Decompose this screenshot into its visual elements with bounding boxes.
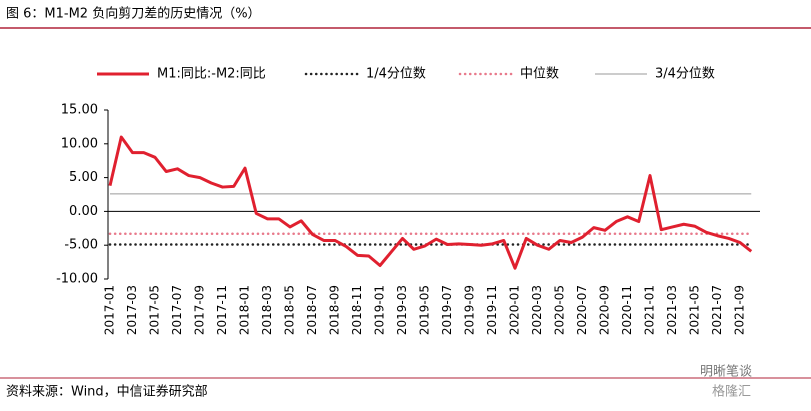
- x-tick-label: 2021-05: [688, 285, 702, 335]
- series-line: [108, 135, 753, 270]
- watermark: 格隆汇: [712, 384, 751, 400]
- x-tick-label: 2020-11: [620, 285, 634, 335]
- x-tick-label: 2019-09: [463, 285, 477, 335]
- legend-label: M1:同比:-M2:同比: [157, 67, 266, 82]
- x-tick-label: 2019-05: [418, 285, 432, 335]
- y-tick-label: -10.00: [56, 272, 98, 287]
- x-tick-label: 2021-09: [733, 285, 747, 335]
- x-tick-label: 2020-07: [575, 285, 589, 335]
- watermark: 明晰笔谈: [700, 364, 752, 380]
- legend-label: 3/4分位数: [655, 67, 715, 82]
- x-tick-label: 2019-07: [440, 285, 454, 335]
- x-tick-label: 2017-11: [215, 285, 229, 335]
- x-tick-label: 2021-01: [643, 285, 657, 335]
- x-tick-label: 2020-09: [598, 285, 612, 335]
- x-tick-label: 2018-11: [350, 285, 364, 335]
- x-tick-label: 2019-11: [485, 285, 499, 335]
- x-tick-label: 2018-03: [260, 285, 274, 335]
- x-tick-label: 2021-03: [665, 285, 679, 335]
- x-tick-label: 2020-01: [508, 285, 522, 335]
- legend-label: 1/4分位数: [366, 67, 426, 82]
- x-tick-label: 2017-01: [103, 285, 117, 335]
- y-tick-label: 15.00: [61, 103, 98, 118]
- x-tick-label: 2017-05: [148, 285, 162, 335]
- x-tick-label: 2017-03: [125, 285, 139, 335]
- legend-label: 中位数: [520, 67, 559, 82]
- x-tick-label: 2020-03: [530, 285, 544, 335]
- y-tick-label: -5.00: [64, 238, 98, 253]
- x-tick-label: 2019-03: [395, 285, 409, 335]
- x-tick-label: 2020-05: [553, 285, 567, 335]
- x-tick-label: 2018-05: [283, 285, 297, 335]
- x-tick-label: 2021-07: [710, 285, 724, 335]
- source: 资料来源：Wind，中信证券研究部: [6, 384, 208, 400]
- x-tick-label: 2018-07: [305, 285, 319, 335]
- y-tick-label: 10.00: [61, 136, 98, 151]
- x-tick-label: 2017-07: [170, 285, 184, 335]
- x-tick-label: 2019-01: [373, 285, 387, 335]
- x-tick-label: 2018-01: [238, 285, 252, 335]
- y-tick-label: 5.00: [69, 170, 98, 185]
- x-tick-label: 2017-09: [193, 285, 207, 335]
- x-tick-label: 2018-09: [328, 285, 342, 335]
- y-tick-label: 0.00: [69, 204, 98, 219]
- chart-title: 图 6：M1-M2 负向剪刀差的历史情况（%）: [6, 6, 261, 22]
